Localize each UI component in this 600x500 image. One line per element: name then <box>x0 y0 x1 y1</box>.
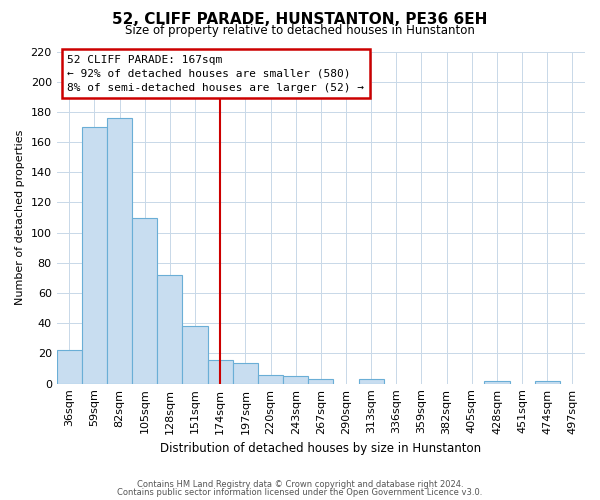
Bar <box>308 379 334 384</box>
X-axis label: Distribution of detached houses by size in Hunstanton: Distribution of detached houses by size … <box>160 442 481 455</box>
Bar <box>56 350 82 384</box>
Bar <box>157 275 182 384</box>
Bar <box>107 118 132 384</box>
Bar <box>258 374 283 384</box>
Text: Contains public sector information licensed under the Open Government Licence v3: Contains public sector information licen… <box>118 488 482 497</box>
Bar <box>208 360 233 384</box>
Bar <box>82 127 107 384</box>
Text: 52, CLIFF PARADE, HUNSTANTON, PE36 6EH: 52, CLIFF PARADE, HUNSTANTON, PE36 6EH <box>112 12 488 28</box>
Bar <box>233 362 258 384</box>
Text: Size of property relative to detached houses in Hunstanton: Size of property relative to detached ho… <box>125 24 475 37</box>
Bar <box>359 379 384 384</box>
Y-axis label: Number of detached properties: Number of detached properties <box>15 130 25 306</box>
Text: Contains HM Land Registry data © Crown copyright and database right 2024.: Contains HM Land Registry data © Crown c… <box>137 480 463 489</box>
Bar <box>182 326 208 384</box>
Bar <box>283 376 308 384</box>
Text: 52 CLIFF PARADE: 167sqm
← 92% of detached houses are smaller (580)
8% of semi-de: 52 CLIFF PARADE: 167sqm ← 92% of detache… <box>67 55 364 93</box>
Bar <box>535 380 560 384</box>
Bar <box>132 218 157 384</box>
Bar <box>484 380 509 384</box>
